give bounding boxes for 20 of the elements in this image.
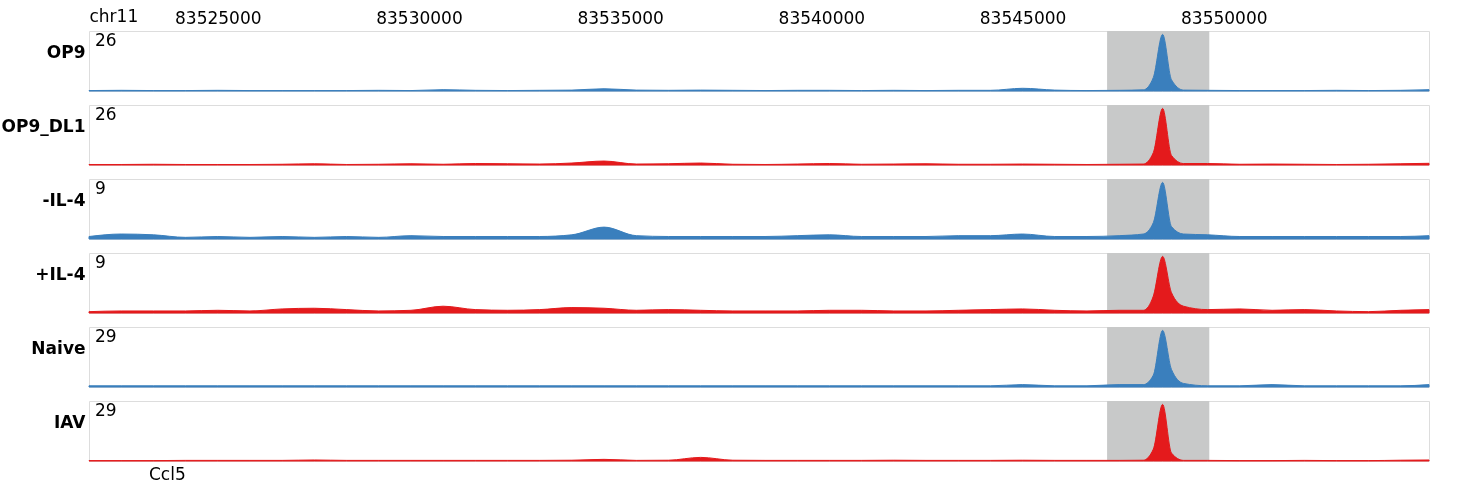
- annotation: 29: [95, 400, 117, 420]
- annotation: 9: [95, 178, 106, 198]
- x-tick-label: 83540000: [778, 7, 866, 28]
- annotation: 26: [95, 104, 117, 124]
- y-axis-title: IAV: [54, 411, 87, 432]
- text: Ccl5: [149, 464, 186, 484]
- y-axis-title: Naive: [31, 337, 86, 358]
- annotation: 29: [95, 326, 117, 346]
- y-axis-title: -IL-4: [42, 189, 86, 210]
- annotation: 9: [95, 252, 106, 272]
- y-axis-title: +IL-4: [35, 263, 86, 284]
- x-axis-title: chr11: [89, 5, 139, 26]
- y-axis-title: OP9_DL1: [1, 115, 86, 136]
- x-tick-label: 83535000: [577, 7, 664, 28]
- y-axis-title: OP9: [46, 41, 86, 62]
- annotation: 26: [95, 30, 117, 50]
- x-tick-label: 83545000: [979, 7, 1067, 28]
- x-tick-label: 83525000: [175, 7, 262, 28]
- x-tick-label: 83550000: [1181, 7, 1268, 28]
- x-tick-label: 83530000: [376, 7, 463, 28]
